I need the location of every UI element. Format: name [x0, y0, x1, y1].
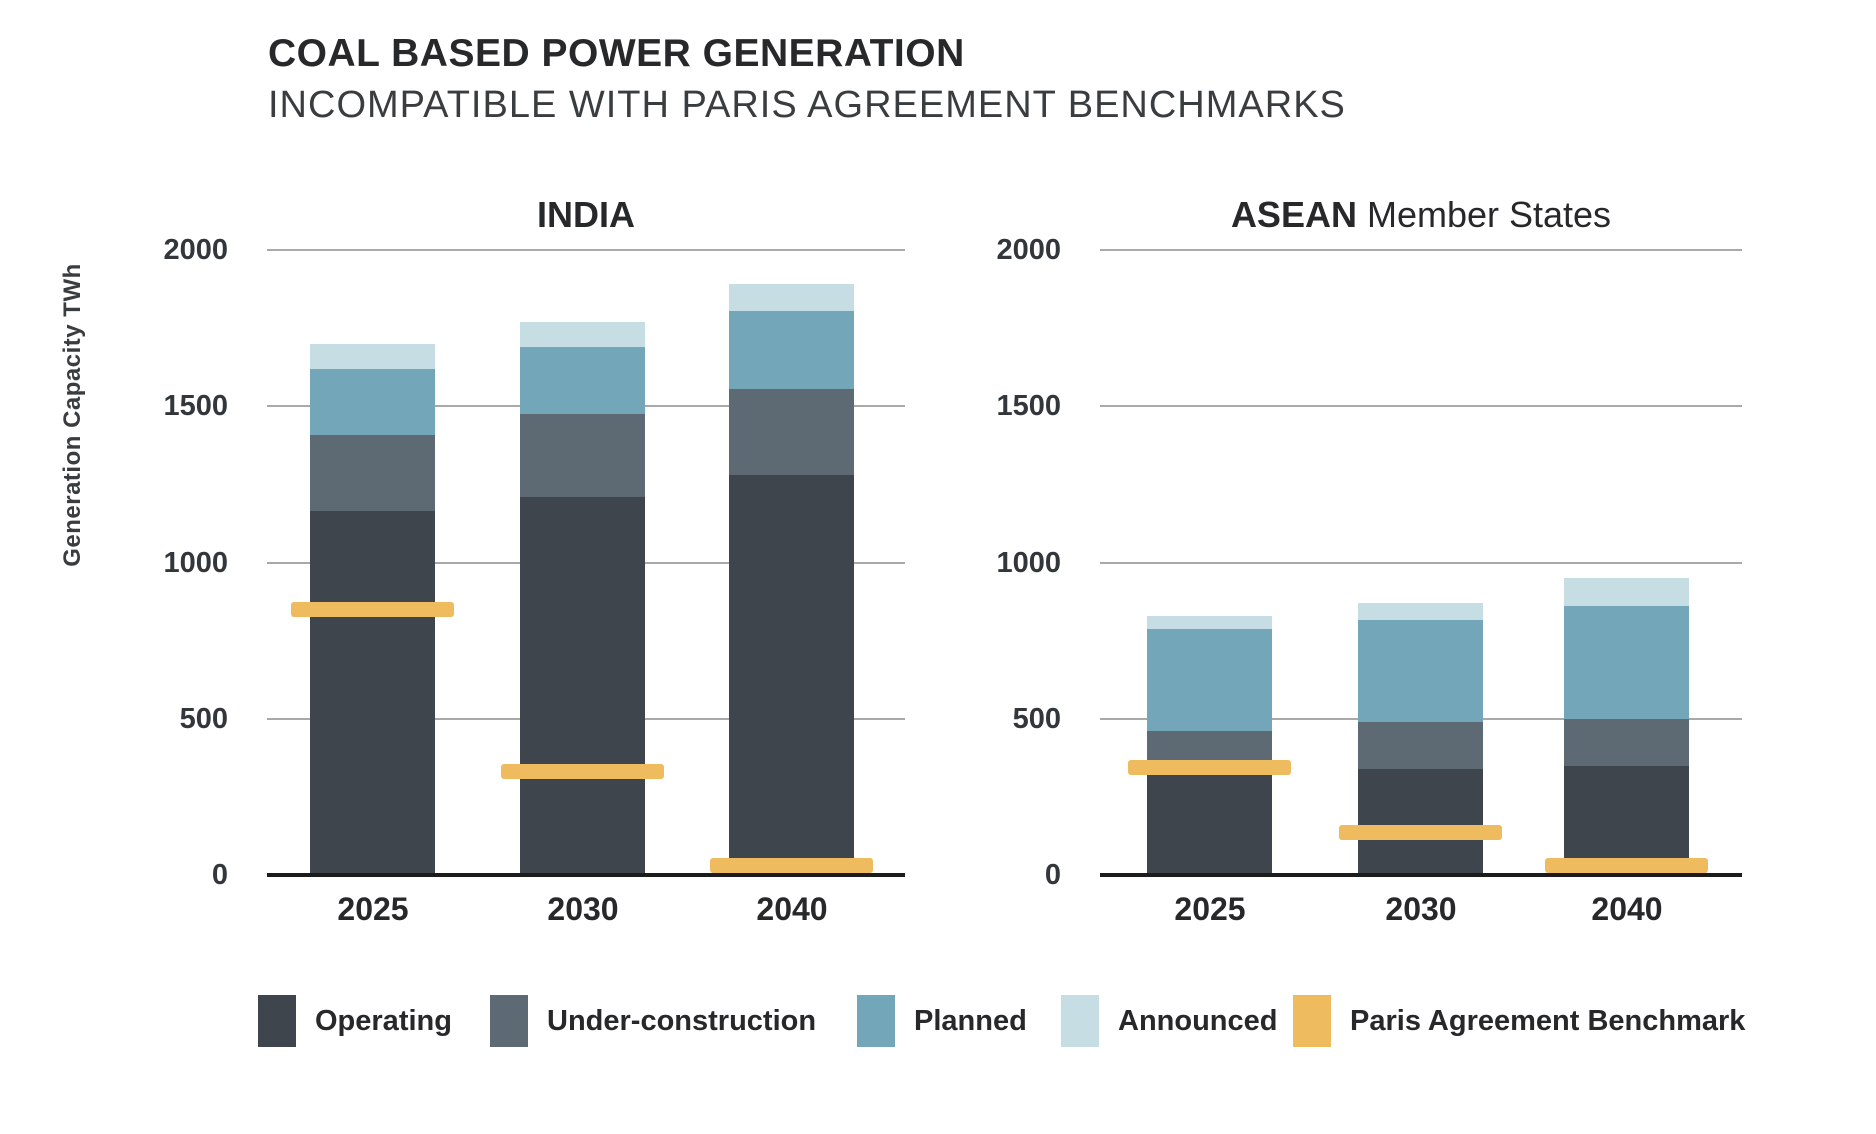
x-axis-label-2025: 2025 — [337, 891, 409, 927]
bar-2040-segment-operating — [729, 475, 854, 875]
legend-label: Operating — [315, 1005, 452, 1037]
gridline — [1100, 405, 1742, 407]
x-axis-label-2025: 2025 — [1174, 891, 1246, 927]
y-tick-label: 500 — [179, 703, 228, 735]
bar-2030-segment-under_construction — [520, 414, 645, 497]
x-axis-label-2040: 2040 — [756, 891, 828, 927]
bar-2025-segment-operating — [1147, 775, 1272, 875]
x-axis-label-2030: 2030 — [1385, 891, 1457, 927]
y-tick-label: 1500 — [163, 390, 228, 422]
bar-2030-segment-operating — [520, 497, 645, 875]
bar-2040-segment-announced — [729, 284, 854, 311]
legend-swatch-benchmark — [1293, 995, 1331, 1047]
benchmark-band-2030 — [1339, 825, 1502, 840]
y-tick-label: 0 — [1044, 859, 1061, 891]
bar-2030-segment-planned — [1358, 620, 1483, 722]
bar-2040-segment-operating — [1564, 766, 1689, 875]
y-tick-label: 1500 — [996, 390, 1061, 422]
gridline — [1100, 249, 1742, 251]
y-tick-label: 500 — [1012, 703, 1061, 735]
y-tick-label: 1000 — [996, 547, 1061, 579]
benchmark-band-2025 — [1128, 760, 1291, 775]
y-tick-label: 2000 — [996, 234, 1061, 266]
benchmark-band-2040 — [1545, 858, 1708, 873]
benchmark-band-2040 — [710, 858, 873, 873]
legend-label: Paris Agreement Benchmark — [1350, 1005, 1746, 1037]
y-tick-label: 2000 — [163, 234, 228, 266]
bar-2030-segment-planned — [520, 347, 645, 414]
benchmark-band-2025 — [291, 602, 454, 617]
bar-2025-segment-operating — [310, 511, 435, 875]
chart-title-rest: Member States — [1356, 194, 1612, 235]
page-subtitle: INCOMPATIBLE WITH PARIS AGREEMENT BENCHM… — [268, 84, 1346, 126]
bar-2040-segment-announced — [1564, 578, 1689, 606]
page-title: COAL BASED POWER GENERATION — [268, 32, 965, 75]
gridline — [267, 249, 905, 251]
bar-2030-segment-operating — [1358, 769, 1483, 875]
bar-2025-segment-under_construction — [310, 434, 435, 511]
benchmark-band-2030 — [501, 764, 664, 779]
bar-2025-segment-planned — [1147, 628, 1272, 731]
legend-swatch-planned — [857, 995, 895, 1047]
bar-2030-segment-under_construction — [1358, 722, 1483, 769]
x-axis-line — [1100, 873, 1742, 877]
chart-title-bold: INDIA — [537, 194, 635, 235]
legend-label: Announced — [1118, 1005, 1278, 1037]
legend-swatch-under_construction — [490, 995, 528, 1047]
legend-label: Planned — [914, 1005, 1027, 1037]
bar-2030-segment-announced — [1358, 603, 1483, 620]
bar-2040-segment-planned — [729, 311, 854, 389]
chart-title-bold: ASEAN — [1230, 194, 1357, 235]
bar-2040-segment-under_construction — [729, 389, 854, 475]
legend-swatch-operating — [258, 995, 296, 1047]
bar-2040-segment-planned — [1564, 606, 1689, 719]
legend-swatch-announced — [1061, 995, 1099, 1047]
bar-2030-segment-announced — [520, 322, 645, 347]
bar-2025-segment-planned — [310, 369, 435, 435]
legend-label: Under-construction — [547, 1005, 817, 1037]
chart-title-asean: ASEAN Member States — [1100, 192, 1742, 238]
bar-2025-segment-announced — [1147, 616, 1272, 629]
chart-title-india: INDIA — [267, 192, 905, 238]
bar-2040-segment-under_construction — [1564, 719, 1689, 766]
x-axis-label-2040: 2040 — [1591, 891, 1663, 927]
gridline — [1100, 562, 1742, 564]
y-tick-label: 0 — [211, 859, 228, 891]
bar-2025-segment-announced — [310, 344, 435, 369]
y-tick-label: 1000 — [163, 547, 228, 579]
x-axis-label-2030: 2030 — [547, 891, 619, 927]
x-axis-line — [267, 873, 905, 877]
